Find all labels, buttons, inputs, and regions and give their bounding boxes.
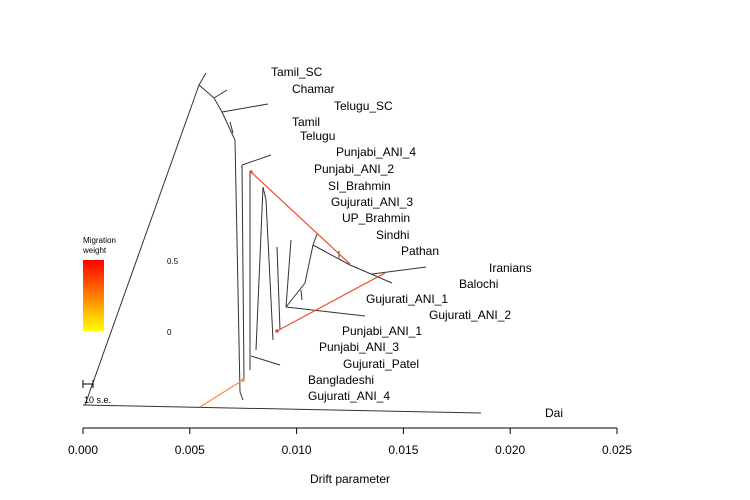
tree-branch <box>221 103 269 113</box>
tree-branch <box>304 244 314 284</box>
tree-branch <box>241 164 245 381</box>
tip-label: Telugu <box>300 129 336 143</box>
x-tick-label: 0.000 <box>67 443 99 457</box>
tree-branch <box>213 89 228 99</box>
x-tick-label: 0.015 <box>388 443 419 457</box>
tip-label: Punjabi_ANI_1 <box>342 324 423 338</box>
migration-edge <box>199 379 244 408</box>
legend-min-label: 0 <box>167 328 172 337</box>
migration-arrowhead <box>275 329 279 333</box>
tip-label: Gujurati_ANI_2 <box>429 308 512 322</box>
tree-branch <box>276 246 281 331</box>
tree-branch <box>265 199 274 341</box>
tree-branch <box>241 154 272 166</box>
tip-label: Gujurati_ANI_1 <box>366 292 449 306</box>
migration-arrowhead <box>241 378 245 382</box>
tip-label: Punjabi_ANI_4 <box>336 145 417 159</box>
tip-label: Dai <box>545 406 564 420</box>
tree-branch <box>250 355 281 366</box>
tree-branch <box>234 139 241 393</box>
tip-label: Tamil <box>292 115 321 129</box>
x-tick-label: 0.005 <box>174 443 205 457</box>
legend-title-2: weight <box>83 246 107 255</box>
tip-label: Tamil_SC <box>271 65 323 79</box>
tree-branch <box>312 233 318 246</box>
tree-branch <box>371 266 427 275</box>
tree-branch <box>239 391 244 401</box>
tip-label: Gujurati_ANI_3 <box>331 195 414 209</box>
tree-branch <box>198 72 207 86</box>
tip-label: Sindhi <box>376 228 410 242</box>
tree-branch <box>221 111 236 141</box>
tip-label: UP_Brahmin <box>342 211 411 225</box>
tip-label: Punjabi_ANI_2 <box>314 162 395 176</box>
tree-branch <box>349 264 393 284</box>
tree-branch <box>255 186 264 351</box>
tree-branch <box>84 84 200 406</box>
tip-label: Punjabi_ANI_3 <box>319 340 400 354</box>
tree-branch <box>198 84 215 99</box>
tip-label: Chamar <box>292 82 335 96</box>
tree-branch <box>262 186 267 201</box>
tip-label: Pathan <box>401 244 440 258</box>
tree-branch <box>312 244 351 266</box>
x-tick-label: 0.020 <box>495 443 526 457</box>
x-axis-label: Drift parameter <box>309 472 391 486</box>
migration-arrowhead <box>249 170 253 174</box>
tip-label: Bangladeshi <box>308 373 375 387</box>
tree-branch <box>300 289 303 301</box>
tip-label: Telugu_SC <box>334 99 393 113</box>
legend-max-label: 0.5 <box>167 257 179 266</box>
tree-branch <box>82 404 482 414</box>
scale-bar <box>82 380 94 388</box>
tip-label: Gujurati_Patel <box>343 357 420 371</box>
tip-label: Gujurati_ANI_4 <box>308 389 391 403</box>
tree-branch <box>285 306 366 317</box>
tree-branch <box>213 97 223 113</box>
tree-branch <box>229 121 234 134</box>
migration-edge <box>276 272 386 332</box>
x-tick-label: 0.025 <box>601 443 633 457</box>
legend-title-1: Migration <box>83 236 116 245</box>
tree-branch <box>285 239 292 308</box>
migration-edge <box>250 171 351 265</box>
tip-label: Iranians <box>489 261 532 275</box>
x-tick-label: 0.010 <box>281 443 312 457</box>
tree-branch <box>285 282 306 308</box>
migration-weight-colorbar <box>83 260 104 331</box>
tip-label: SI_Brahmin <box>328 179 391 193</box>
tip-label: Balochi <box>459 277 499 291</box>
scale-bar-label: 10 s.e. <box>84 395 112 405</box>
